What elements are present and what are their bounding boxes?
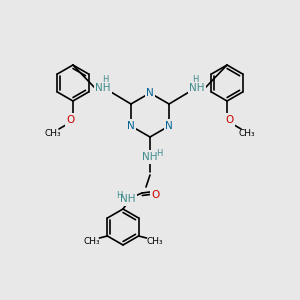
Text: NH: NH xyxy=(189,83,205,93)
Text: H: H xyxy=(156,149,162,158)
Text: NH: NH xyxy=(120,194,136,204)
Text: CH₃: CH₃ xyxy=(239,128,255,137)
Text: H: H xyxy=(192,76,198,85)
Text: N: N xyxy=(146,88,154,98)
Text: CH₃: CH₃ xyxy=(146,238,163,247)
Text: NH: NH xyxy=(142,152,158,162)
Text: CH₃: CH₃ xyxy=(83,238,100,247)
Text: H: H xyxy=(116,191,122,200)
Text: H: H xyxy=(102,76,108,85)
Text: N: N xyxy=(165,121,173,131)
Text: CH₃: CH₃ xyxy=(45,128,61,137)
Text: O: O xyxy=(67,115,75,125)
Text: O: O xyxy=(225,115,233,125)
Text: NH: NH xyxy=(95,83,111,93)
Text: O: O xyxy=(152,190,160,200)
Text: N: N xyxy=(127,121,135,131)
